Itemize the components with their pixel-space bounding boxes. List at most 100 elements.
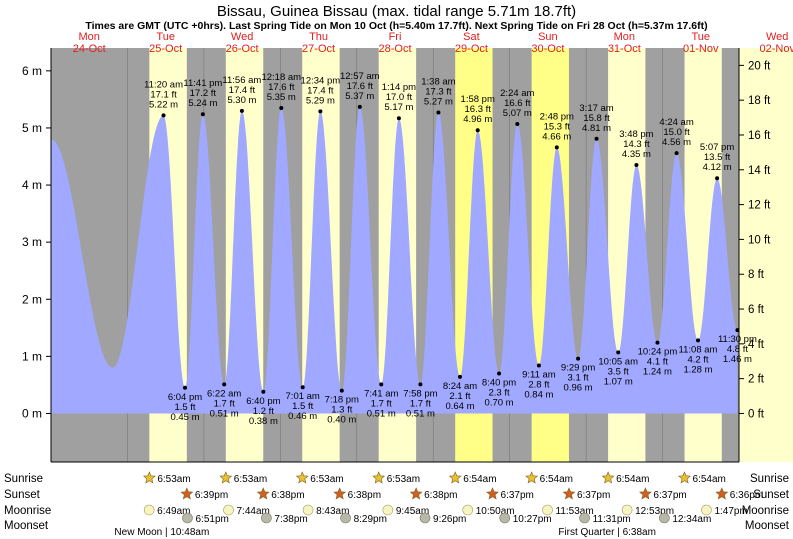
low-tide-point bbox=[379, 382, 384, 387]
high-tide-label: 15.3 ft bbox=[544, 121, 571, 132]
high-tide-point bbox=[161, 113, 166, 118]
right-tick-label: 10 ft bbox=[748, 234, 771, 246]
low-tide-label: 0.51 m bbox=[210, 408, 239, 419]
row-label-left: Sunrise bbox=[4, 473, 43, 485]
day-date: 02-Nov bbox=[759, 43, 793, 55]
moonset-icon bbox=[340, 512, 351, 524]
high-tide-label: 4.66 m bbox=[542, 131, 571, 142]
sunset-icon bbox=[715, 487, 729, 500]
left-tick-label: 3 m bbox=[22, 235, 42, 249]
tide-water-area bbox=[51, 106, 738, 414]
moonrise-time: 7:44am bbox=[237, 506, 270, 517]
sunrise-icon bbox=[678, 471, 691, 484]
high-tide-label: 4.81 m bbox=[582, 123, 611, 134]
low-tide-label: 0.51 m bbox=[367, 408, 396, 419]
low-tide-label: 1.24 m bbox=[643, 367, 672, 378]
moonrise-icon bbox=[462, 504, 474, 516]
high-tide-label: 16.6 ft bbox=[504, 98, 531, 109]
high-tide-point bbox=[674, 151, 679, 156]
high-tide-label: 5.07 m bbox=[503, 108, 532, 119]
low-tide-label: 1.5 ft bbox=[174, 402, 195, 413]
sunset-icon bbox=[638, 487, 652, 500]
high-tide-label: 12:18 am bbox=[261, 72, 301, 83]
high-tide-label: 1:14 pm bbox=[382, 82, 416, 93]
high-tide-label: 5.24 m bbox=[188, 98, 217, 109]
high-tide-label: 4:24 am bbox=[659, 117, 693, 128]
right-tick-label: 2 ft bbox=[748, 374, 765, 386]
tide-area bbox=[51, 106, 738, 414]
low-tide-label: 0.51 m bbox=[406, 408, 435, 419]
astro-rows: Sunrise Sunrise Sunset Sunset Moonrise Moonri… bbox=[4, 471, 790, 538]
high-tide-point bbox=[475, 128, 480, 133]
low-tide-point bbox=[183, 385, 188, 390]
low-tide-label: 11:08 am bbox=[679, 344, 718, 355]
day-name: Mon bbox=[79, 31, 100, 43]
sunrise-icon bbox=[372, 471, 386, 484]
daylight-band-edge bbox=[739, 48, 793, 462]
left-tick-label: 0 m bbox=[22, 406, 42, 420]
low-tide-label: 0.70 m bbox=[485, 397, 514, 408]
low-tide-point bbox=[616, 350, 621, 355]
moonrise-icon bbox=[542, 504, 553, 516]
low-tide-label: 0.84 m bbox=[524, 389, 553, 400]
row-label-left: Moonrise bbox=[4, 505, 51, 517]
low-tide-label: 1.07 m bbox=[604, 376, 633, 387]
moonrise-icon bbox=[382, 504, 394, 516]
high-tide-label: 12:34 pm bbox=[301, 75, 341, 86]
moonrise-time: 12:53pm bbox=[635, 506, 674, 517]
high-tide-label: 17.6 ft bbox=[268, 82, 295, 93]
sunrise-icon bbox=[295, 471, 309, 484]
high-tide-label: 3:48 pm bbox=[619, 129, 653, 140]
day-headers: Mon24-OctTue25-OctWed26-OctThu27-OctFri2… bbox=[73, 31, 793, 55]
sunset-icon bbox=[562, 487, 576, 500]
row-label-right: Sunrise bbox=[750, 473, 789, 485]
high-tide-label: 13.5 ft bbox=[704, 152, 731, 163]
row-label-right: Sunset bbox=[753, 489, 790, 501]
moon-phase-label: New Moon | 10:48am bbox=[114, 527, 209, 538]
low-tide-point bbox=[735, 328, 740, 333]
low-tide-label: 3.1 ft bbox=[568, 373, 589, 384]
low-tide-label: 3.5 ft bbox=[608, 366, 629, 377]
high-tide-label: 1:38 am bbox=[421, 77, 455, 88]
high-tide-label: 17.1 ft bbox=[150, 89, 177, 100]
high-tide-point bbox=[515, 121, 520, 126]
right-tick-label: 16 ft bbox=[748, 130, 771, 142]
low-tide-point bbox=[261, 389, 266, 394]
low-tide-label: 4.2 ft bbox=[687, 354, 708, 365]
high-tide-label: 5.17 m bbox=[384, 102, 413, 113]
low-tide-label: 7:58 pm bbox=[403, 388, 437, 399]
low-tide-label: 10:05 am bbox=[598, 356, 638, 367]
left-tick-label: 6 m bbox=[22, 64, 42, 78]
right-tick-label: 6 ft bbox=[748, 304, 765, 316]
low-tide-point bbox=[655, 340, 660, 345]
day-name: Sat bbox=[463, 31, 480, 43]
day-name: Tue bbox=[692, 31, 711, 43]
high-tide-point bbox=[279, 105, 284, 110]
high-tide-label: 5.29 m bbox=[306, 95, 335, 106]
high-tide-label: 2:48 pm bbox=[540, 111, 574, 122]
sunrise-time: 6:54am bbox=[616, 474, 649, 485]
high-tide-point bbox=[594, 136, 599, 141]
low-tide-point bbox=[497, 371, 502, 376]
right-tick-label: 18 ft bbox=[748, 95, 771, 107]
sunset-time: 6:37pm bbox=[577, 490, 610, 501]
high-tide-label: 11:20 am bbox=[144, 79, 183, 90]
low-tide-point bbox=[222, 382, 227, 387]
day-date: 31-Oct bbox=[608, 43, 641, 55]
high-tide-label: 5.27 m bbox=[424, 97, 453, 108]
left-tick-label: 2 m bbox=[22, 292, 42, 306]
high-tide-label: 4.56 m bbox=[662, 137, 691, 148]
sunrise-time: 6:53am bbox=[157, 474, 190, 485]
day-name: Sun bbox=[538, 31, 558, 43]
high-tide-label: 5.37 m bbox=[345, 91, 374, 102]
sunrise-icon bbox=[601, 471, 615, 484]
low-tide-label: 1.7 ft bbox=[410, 398, 431, 409]
moonset-icon bbox=[182, 512, 193, 524]
low-tide-label: 1.7 ft bbox=[214, 398, 235, 409]
high-tide-point bbox=[554, 145, 559, 150]
high-tide-label: 3:17 am bbox=[579, 103, 613, 114]
moonset-time: 9:26pm bbox=[433, 514, 466, 525]
low-tide-label: 1.5 ft bbox=[292, 401, 313, 412]
sunrise-icon bbox=[448, 471, 462, 484]
